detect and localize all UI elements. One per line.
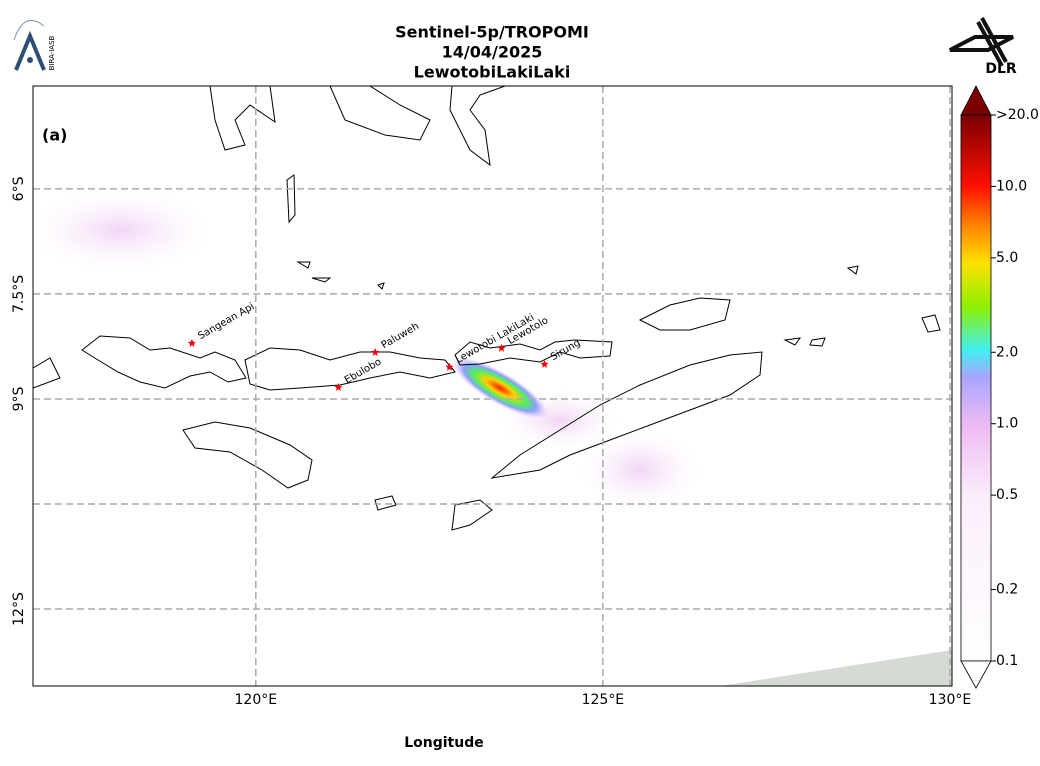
colorbar-tick-label: 5.0 [996,250,1018,266]
logo-text: BIRA-IASB [48,35,56,70]
colorbar-tick-label: 0.2 [996,582,1018,598]
colorbar-tick-label: 2.0 [996,344,1018,360]
grid [33,86,952,686]
y-tick-label: 7.5°S [11,275,27,313]
dlr-logo: DLR [949,17,1017,77]
map-frame [32,85,953,687]
volcano-marker [540,359,549,368]
x-tick-label: 120°E [235,692,278,708]
volcano-marker [445,362,454,371]
colorbar-tick-label: 0.1 [996,653,1018,669]
coastlines [32,85,941,531]
colorbar: 0.1 0.2 0.5 1.0 2.0 5.0 10.0 >20.0 [960,85,1039,689]
y-tick-label: 6°S [11,176,27,201]
x-tick-label: 130°E [929,692,972,708]
y-tick-label: 12°S [11,592,27,626]
volcano-marker [334,383,343,392]
x-axis-label: Longitude [404,735,484,751]
no-data-area [720,650,952,686]
logo-text: DLR [985,61,1017,77]
title-line: Sentinel-5p/TROPOMI [395,23,589,42]
so2-plume [451,357,549,419]
colorbar-tick-label: 1.0 [996,416,1018,432]
colorbar-tick-label: 10.0 [996,178,1027,194]
title: Sentinel-5p/TROPOMI14/04/2025LewotobiLak… [395,23,589,82]
haze [30,190,210,270]
bira-logo: BIRA-IASB [13,19,56,71]
volcano-marker [187,338,196,347]
colorbar-tick-label: 0.5 [996,487,1018,503]
x-tick-label: 125°E [582,692,625,708]
y-tick-label: 9°S [11,386,27,411]
volcano-marker [371,348,380,357]
title-line: LewotobiLakiLaki [414,63,571,82]
haze [580,430,700,510]
title-line: 14/04/2025 [442,43,543,62]
colorbar-tick-label: >20.0 [996,107,1039,123]
volcano-marker [497,343,506,352]
panel-label: (a) [42,126,67,145]
